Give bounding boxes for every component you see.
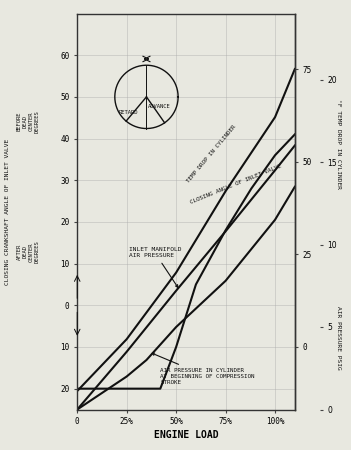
Text: °F TEMP DROP IN CYLINDER: °F TEMP DROP IN CYLINDER: [336, 99, 341, 189]
Text: INLET MANIFOLD
AIR PRESSURE: INLET MANIFOLD AIR PRESSURE: [129, 248, 181, 288]
Text: DEGREES: DEGREES: [34, 110, 39, 133]
X-axis label: ENGINE LOAD: ENGINE LOAD: [154, 430, 218, 440]
Text: BEFORE
DEAD
CENTER: BEFORE DEAD CENTER: [17, 112, 34, 131]
Text: RETARD: RETARD: [119, 110, 138, 115]
Text: AIR PRESSURE IN CYLINDER
AT BEGINNING OF COMPRESSION
STROKE: AIR PRESSURE IN CYLINDER AT BEGINNING OF…: [152, 353, 255, 385]
Text: AFTER
DEAD
CENTER: AFTER DEAD CENTER: [17, 242, 34, 262]
Text: CLOSING ANGLE OF INLET VALVE: CLOSING ANGLE OF INLET VALVE: [189, 164, 282, 205]
Text: DEGREES: DEGREES: [34, 241, 39, 263]
Text: TEMP DROP IN CYLINDER: TEMP DROP IN CYLINDER: [186, 124, 237, 184]
Text: AIR PRESSURE PSIG: AIR PRESSURE PSIG: [336, 306, 341, 369]
Text: CLOSING CRANKSHAFT ANGLE OF INLET VALVE: CLOSING CRANKSHAFT ANGLE OF INLET VALVE: [5, 139, 10, 285]
Text: ADVANCE: ADVANCE: [148, 104, 171, 109]
